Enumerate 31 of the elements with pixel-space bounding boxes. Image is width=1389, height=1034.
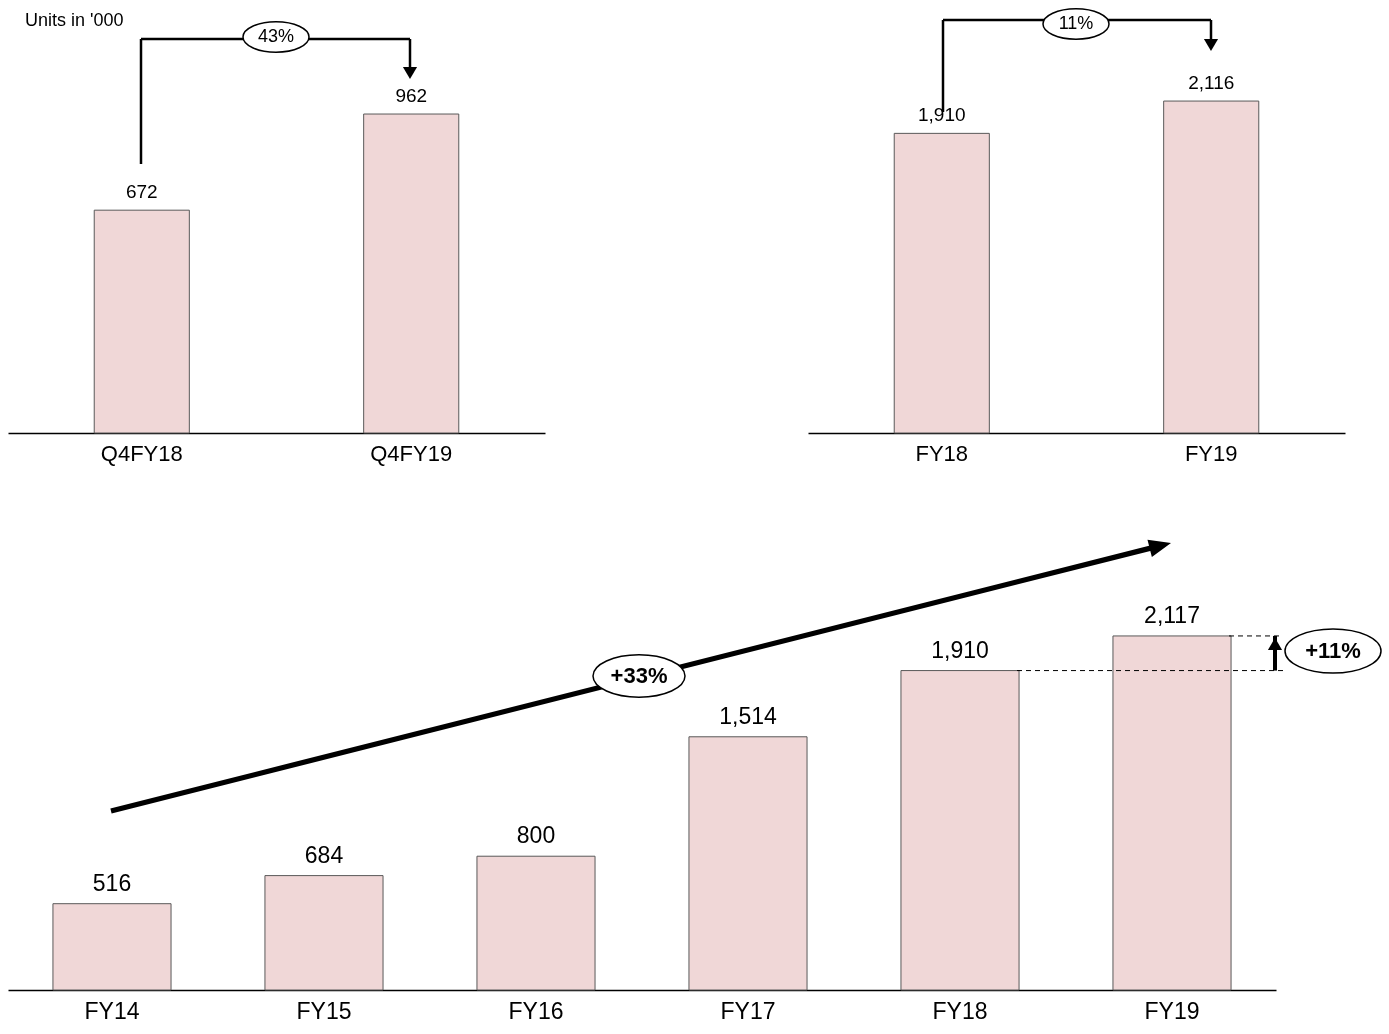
data-label: 2,117 [1144, 601, 1200, 628]
data-label: 800 [516, 822, 556, 849]
data-label: 672 [125, 181, 158, 203]
bar [52, 903, 172, 991]
x-tick-label: FY18 [932, 997, 988, 1024]
bar [1112, 635, 1232, 991]
text: +11% [1305, 638, 1361, 663]
x-tick-label: FY18 [915, 440, 969, 466]
bar [900, 670, 1020, 991]
data-label: 1,910 [918, 104, 966, 126]
x-tick-label: FY15 [296, 997, 352, 1024]
bar [264, 875, 384, 991]
data-label: 962 [395, 85, 428, 107]
bar [476, 855, 596, 991]
x-tick-label: FY19 [1144, 997, 1200, 1024]
data-label: 516 [92, 869, 132, 896]
bar [688, 736, 808, 991]
data-label: 1,514 [719, 702, 777, 729]
data-label: 684 [304, 841, 344, 868]
x-tick-label: FY14 [84, 997, 140, 1024]
x-tick-label: FY17 [720, 997, 776, 1024]
text: Units in '000 [25, 10, 124, 30]
x-tick-label: Q4FY18 [100, 440, 183, 466]
data-label: 2,116 [1188, 72, 1235, 94]
x-tick-label: FY19 [1184, 440, 1238, 466]
text: 43% [257, 26, 295, 46]
data-label: 1,910 [931, 636, 989, 663]
text: 11% [1058, 13, 1094, 33]
x-tick-label: Q4FY19 [370, 440, 453, 466]
annotation: +33% [610, 663, 668, 688]
x-tick-label: FY16 [508, 997, 564, 1024]
